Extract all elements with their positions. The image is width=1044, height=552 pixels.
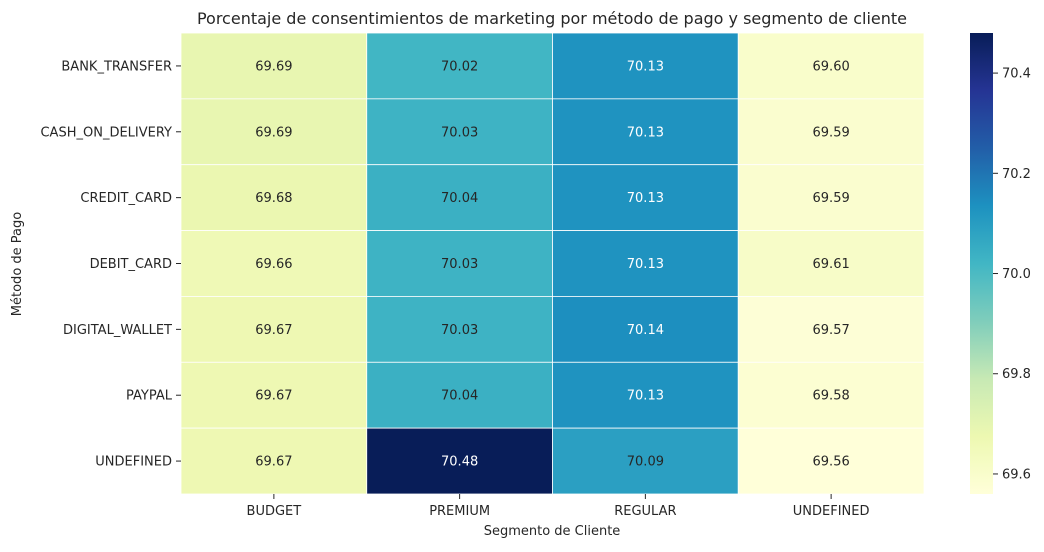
y-axis-label: Método de Pago [10,212,25,316]
cell-value-label: 69.56 [813,455,850,470]
cell-value-label: 70.04 [441,191,478,206]
chart-title: Porcentaje de consentimientos de marketi… [197,9,907,28]
cell-value-label: 70.02 [441,59,478,74]
x-axis-label: Segmento de Cliente [484,524,621,539]
y-tick-label: DIGITAL_WALLET [63,323,172,338]
y-tick-label: BANK_TRANSFER [61,59,172,74]
x-tick-label: REGULAR [614,504,676,519]
heatmap-cell [180,32,368,100]
colorbar-gradient [970,33,993,494]
heatmap-cell [552,32,739,100]
colorbar-tick-label: 70.4 [1002,67,1031,82]
cell-value-label: 69.67 [255,389,292,404]
x-tick-label: UNDEFINED [793,504,870,519]
cell-value-label: 69.61 [813,257,850,272]
colorbar-tick-label: 69.6 [1002,467,1031,482]
cell-value-label: 70.03 [441,257,478,272]
cell-value-label: 70.13 [627,125,664,140]
y-tick-label: DEBIT_CARD [90,257,172,272]
cell-value-label: 70.04 [441,389,478,404]
cell-value-label: 70.13 [627,191,664,206]
heatmap-cells: 69.69 70.02 70.13 69.60 69.69 70.03 70.13 69.59… [180,32,925,495]
cell-value-label: 69.58 [813,389,850,404]
cell-value-label: 70.14 [627,323,664,338]
cell-value-label: 70.03 [441,323,478,338]
colorbar-tick-label: 70.0 [1002,267,1031,282]
cell-value-label: 69.68 [255,191,292,206]
y-tick-label: CASH_ON_DELIVERY [40,125,172,140]
heatmap-cell [180,427,368,495]
cell-value-label: 69.57 [813,323,850,338]
y-tick-label: PAYPAL [126,389,173,404]
cell-value-label: 70.48 [441,455,478,470]
y-tick-labels: BANK_TRANSFER CASH_ON_DELIVERY CREDIT_CARD… [40,59,181,470]
heatmap-cell [180,296,368,363]
heatmap-cell [180,230,368,297]
heatmap-cell [366,296,553,363]
heatmap-cell [366,98,553,166]
colorbar-tick-label: 70.2 [1002,167,1031,182]
heatmap-cell [737,296,925,363]
colorbar: 69.6 69.8 70.0 70.2 70.4 [970,33,1031,494]
cell-value-label: 70.13 [627,389,664,404]
heatmap-cell [737,361,925,429]
heatmap-cell [737,230,925,297]
heatmap-cell [366,230,553,297]
heatmap-cell [737,98,925,166]
heatmap-cell [180,361,368,429]
cell-value-label: 70.13 [627,257,664,272]
cell-value-label: 69.66 [255,257,292,272]
heatmap-cell [366,361,553,429]
cell-value-label: 70.09 [627,455,664,470]
cell-value-label: 69.60 [813,59,850,74]
colorbar-tick-label: 69.8 [1002,367,1031,382]
cell-value-label: 69.67 [255,455,292,470]
heatmap-cell [737,164,925,231]
y-tick-label: UNDEFINED [95,455,172,470]
heatmap-cell [366,164,553,231]
cell-value-label: 69.69 [255,125,292,140]
y-tick-label: CREDIT_CARD [80,191,172,206]
heatmap-cell [737,32,925,100]
cell-value-label: 70.03 [441,125,478,140]
heatmap-cell [180,98,368,166]
heatmap-cell [552,361,739,429]
cell-value-label: 70.13 [627,59,664,74]
heatmap-cell [552,427,739,495]
heatmap-cell [737,427,925,495]
x-tick-label: PREMIUM [429,504,490,519]
x-tick-label: BUDGET [247,504,302,519]
cell-value-label: 69.69 [255,59,292,74]
cell-value-label: 69.59 [813,191,850,206]
heatmap-cell [552,296,739,363]
cell-value-label: 69.67 [255,323,292,338]
heatmap-cell [552,230,739,297]
x-tick-labels: BUDGET PREMIUM REGULAR UNDEFINED [247,494,870,519]
heatmap-cell [366,32,553,100]
cell-value-label: 69.59 [813,125,850,140]
